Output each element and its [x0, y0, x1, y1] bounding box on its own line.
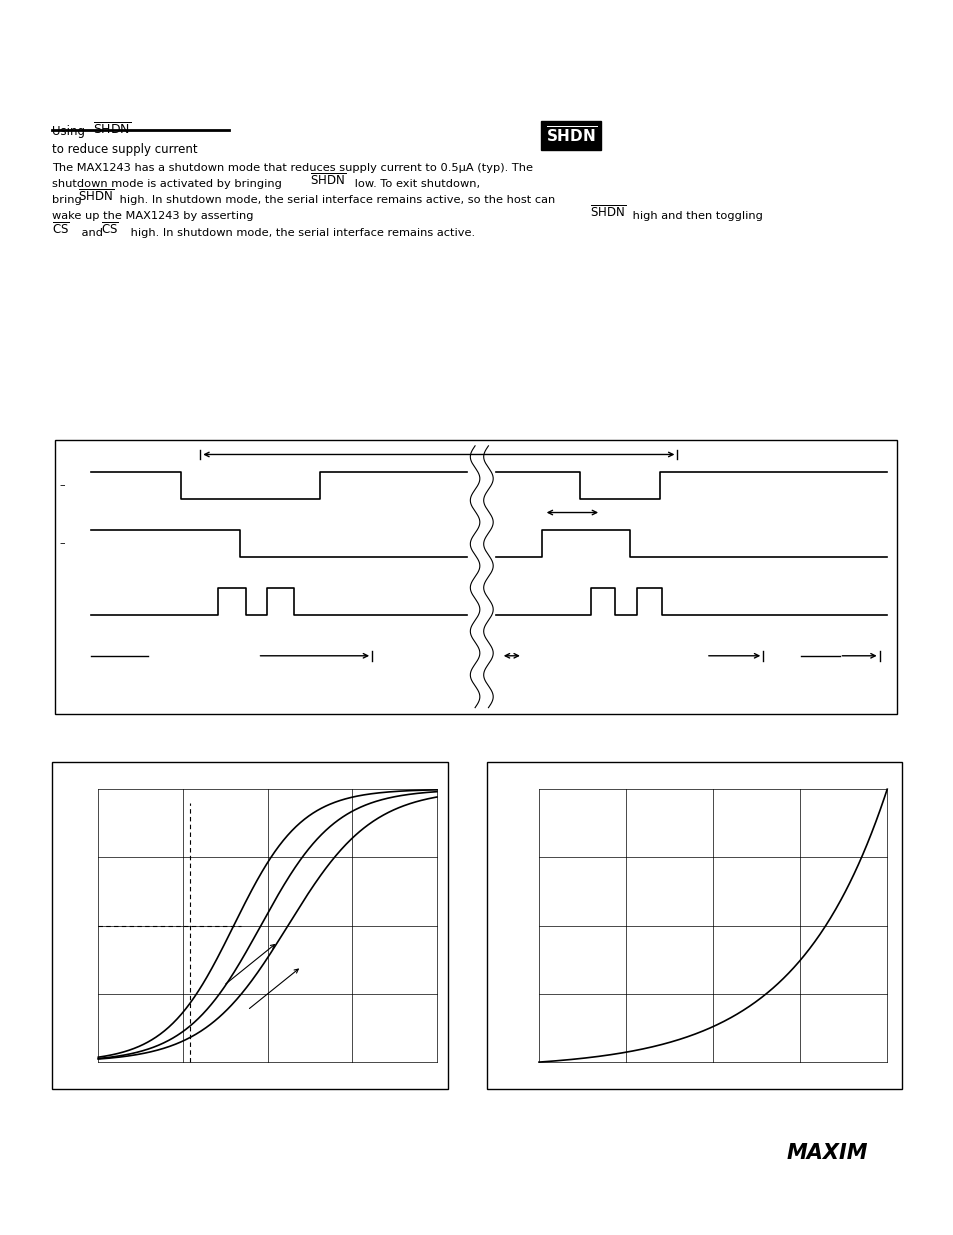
Text: Using: Using [52, 125, 90, 138]
Text: –: – [59, 538, 65, 548]
Text: to reduce supply current: to reduce supply current [52, 142, 198, 156]
Bar [55, 440, 896, 714]
Text: $\overline{\mathrm{CS}}$: $\overline{\mathrm{CS}}$ [101, 221, 119, 237]
Text: low. To exit shutdown,: low. To exit shutdown, [351, 179, 479, 189]
Bar [486, 762, 901, 1089]
Text: high. In shutdown mode, the serial interface remains active.: high. In shutdown mode, the serial inter… [127, 228, 475, 238]
Text: $\overline{\mathrm{SHDN}}$: $\overline{\mathrm{SHDN}}$ [589, 204, 625, 220]
Text: MAXIM: MAXIM [786, 1144, 867, 1163]
Text: and: and [78, 228, 107, 238]
Text: $\overline{\mathrm{CS}}$: $\overline{\mathrm{CS}}$ [52, 221, 71, 237]
Text: $\overline{\mathrm{SHDN}}$: $\overline{\mathrm{SHDN}}$ [78, 188, 114, 204]
Text: –: – [59, 480, 65, 490]
Text: high. In shutdown mode, the serial interface remains active, so the host can: high. In shutdown mode, the serial inter… [116, 195, 555, 205]
Text: $\overline{\mathrm{SHDN}}$: $\overline{\mathrm{SHDN}}$ [310, 172, 346, 188]
Text: high and then toggling: high and then toggling [628, 211, 761, 221]
Text: $\mathbf{\overline{SHDN}}$: $\mathbf{\overline{SHDN}}$ [545, 126, 597, 146]
Text: $\overline{\mathrm{SHDN}}$: $\overline{\mathrm{SHDN}}$ [93, 121, 132, 137]
Text: wake up the MAX1243 by asserting: wake up the MAX1243 by asserting [52, 211, 257, 221]
Text: shutdown mode is activated by bringing: shutdown mode is activated by bringing [52, 179, 286, 189]
Text: bring: bring [52, 195, 86, 205]
Bar [52, 762, 448, 1089]
Text: The MAX1243 has a shutdown mode that reduces supply current to 0.5μA (typ). The: The MAX1243 has a shutdown mode that red… [52, 163, 533, 173]
